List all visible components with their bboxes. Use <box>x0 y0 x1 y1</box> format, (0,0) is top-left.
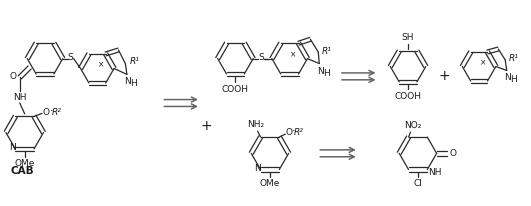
Text: N: N <box>124 77 131 86</box>
Text: N: N <box>9 143 16 152</box>
Text: R²: R² <box>294 128 304 137</box>
Text: COOH: COOH <box>395 92 422 101</box>
Text: R¹: R¹ <box>130 57 139 66</box>
Text: O: O <box>450 149 457 158</box>
Text: O: O <box>286 128 293 137</box>
Text: NH₂: NH₂ <box>247 120 264 129</box>
Text: COOH: COOH <box>222 85 249 94</box>
Text: R¹: R¹ <box>322 47 332 56</box>
Text: ·: · <box>50 105 54 118</box>
Text: NH: NH <box>13 92 27 102</box>
Text: +: + <box>200 119 212 133</box>
Text: N: N <box>504 73 511 82</box>
Text: O: O <box>42 108 49 117</box>
Text: R²: R² <box>52 108 62 117</box>
Text: Cl: Cl <box>414 179 422 188</box>
Text: N: N <box>317 67 323 76</box>
Text: H: H <box>510 75 517 84</box>
Text: NH: NH <box>429 168 442 177</box>
Text: ×: × <box>480 58 486 67</box>
Text: NO₂: NO₂ <box>404 121 421 130</box>
Text: S: S <box>68 53 73 62</box>
Text: O: O <box>10 72 16 81</box>
Text: N: N <box>254 164 261 173</box>
Text: OMe: OMe <box>14 159 35 168</box>
Text: R¹: R¹ <box>509 54 519 63</box>
Text: OMe: OMe <box>260 179 280 188</box>
Text: H: H <box>131 79 137 88</box>
Text: +: + <box>439 69 450 83</box>
Text: ·: · <box>292 125 296 138</box>
Text: ×: × <box>98 60 105 69</box>
Text: ×: × <box>290 50 297 59</box>
Text: CAB: CAB <box>11 166 35 176</box>
Text: SH: SH <box>402 33 414 42</box>
Text: S: S <box>258 53 264 62</box>
Text: H: H <box>323 69 330 78</box>
